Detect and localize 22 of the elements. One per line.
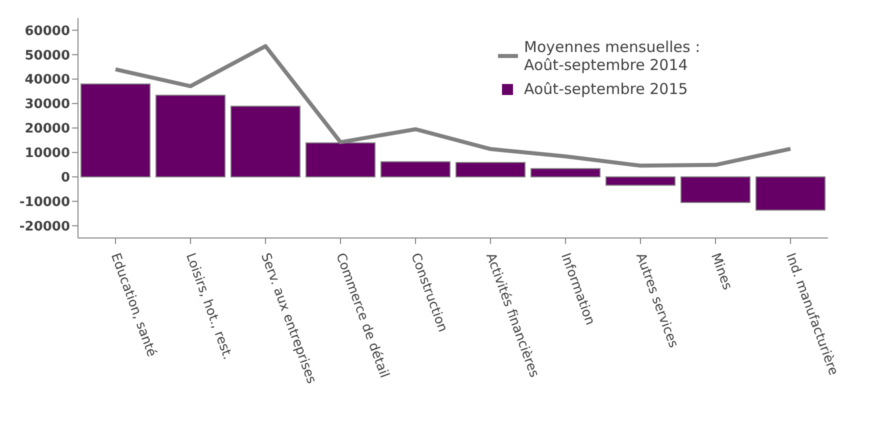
bar [456, 162, 526, 178]
x-tick-label: Mines [707, 251, 735, 292]
y-tick-label: 50000 [24, 48, 70, 64]
bar [530, 168, 600, 178]
y-tick-label: -20000 [19, 219, 70, 234]
bar [380, 161, 450, 178]
bar [230, 106, 300, 178]
y-tick-label: 20000 [24, 122, 70, 137]
y-tick-label: 60000 [24, 24, 70, 39]
bar [606, 176, 676, 186]
bar [80, 84, 150, 178]
y-tick-label: 0 [60, 170, 70, 186]
y-tick-label: 40000 [24, 72, 70, 88]
y-tick-label: 10000 [24, 146, 70, 162]
bar [680, 176, 750, 204]
x-tick-label: Loisirs, hot., rest. [182, 251, 235, 362]
bar [756, 176, 826, 211]
y-tick-label: -10000 [19, 194, 70, 210]
y-tick-label: 30000 [24, 97, 70, 112]
legend-label: Moyennes mensuelles : Août-septembre 2014 [524, 38, 702, 74]
bar [156, 94, 226, 178]
legend-label: Août-septembre 2015 [524, 80, 688, 98]
